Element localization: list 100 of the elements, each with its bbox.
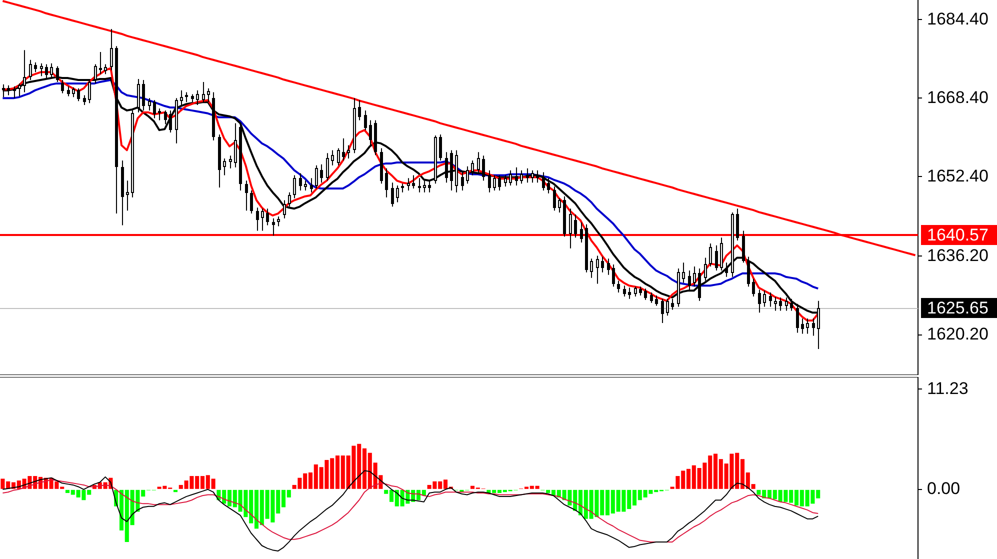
bar bbox=[173, 490, 178, 492]
y-tick-label: 1620.20 bbox=[927, 324, 988, 344]
candlestick bbox=[623, 285, 626, 297]
candlestick bbox=[628, 287, 631, 300]
candlestick bbox=[590, 258, 593, 278]
candlestick bbox=[617, 280, 620, 294]
candlestick bbox=[13, 86, 16, 99]
candlestick bbox=[688, 270, 691, 292]
candlestick bbox=[234, 122, 237, 168]
candlestick bbox=[223, 158, 226, 176]
candlestick bbox=[385, 168, 388, 198]
candlestick bbox=[293, 174, 296, 199]
candlestick bbox=[466, 166, 469, 184]
candlestick bbox=[418, 178, 421, 193]
candlestick bbox=[229, 155, 232, 169]
candlestick bbox=[574, 214, 577, 238]
candlestick bbox=[288, 192, 291, 208]
candlestick bbox=[369, 120, 372, 146]
candlestick bbox=[148, 98, 151, 111]
candlestick bbox=[661, 298, 664, 324]
candlestick bbox=[520, 170, 523, 184]
candlestick bbox=[331, 150, 334, 166]
candlestick bbox=[580, 222, 583, 243]
candlestick bbox=[326, 152, 329, 182]
candlestick bbox=[320, 164, 323, 184]
candlestick bbox=[720, 237, 723, 271]
candlestick bbox=[277, 216, 280, 227]
candlestick bbox=[245, 180, 248, 212]
candlestick bbox=[18, 82, 21, 97]
candlestick bbox=[283, 200, 286, 219]
candlestick bbox=[104, 64, 107, 75]
candlestick bbox=[747, 256, 750, 288]
candlestick bbox=[40, 62, 43, 77]
candlestick bbox=[693, 266, 696, 288]
candlestick bbox=[498, 174, 501, 191]
candlestick bbox=[164, 110, 167, 125]
candlestick bbox=[396, 185, 399, 203]
candlestick bbox=[601, 256, 604, 273]
candlestick bbox=[482, 155, 485, 182]
candlestick bbox=[774, 296, 777, 312]
candlestick bbox=[202, 81, 205, 103]
candlestick bbox=[650, 292, 653, 304]
candlestick bbox=[423, 180, 426, 193]
candlestick bbox=[153, 100, 156, 119]
candlestick bbox=[407, 178, 410, 191]
candlestick bbox=[207, 88, 210, 103]
candlestick bbox=[391, 182, 394, 208]
candlestick bbox=[536, 170, 539, 184]
ref-line-label: 1640.57 bbox=[927, 225, 988, 244]
candlestick bbox=[504, 174, 507, 188]
y-tick-label: 1668.40 bbox=[927, 88, 988, 107]
candlestick bbox=[158, 108, 161, 121]
candlestick bbox=[801, 318, 804, 334]
candlestick bbox=[304, 180, 307, 191]
candlestick bbox=[509, 170, 512, 186]
candlestick bbox=[763, 290, 766, 308]
candlestick bbox=[461, 172, 464, 191]
candlestick bbox=[72, 86, 75, 98]
candlestick bbox=[439, 134, 442, 162]
candlestick bbox=[250, 190, 253, 214]
candlestick bbox=[709, 242, 712, 268]
candlestick bbox=[299, 172, 302, 191]
candlestick bbox=[779, 296, 782, 312]
candlestick bbox=[137, 78, 140, 113]
candlestick bbox=[569, 208, 572, 249]
candlestick bbox=[34, 62, 37, 73]
candlestick bbox=[769, 292, 772, 308]
candlestick bbox=[471, 160, 474, 176]
candlestick bbox=[725, 262, 728, 278]
candlestick bbox=[553, 186, 556, 212]
candlestick bbox=[682, 262, 685, 284]
candlestick bbox=[812, 318, 815, 336]
candlestick bbox=[99, 52, 102, 75]
candlestick bbox=[7, 84, 10, 96]
y-tick-label: 11.23 bbox=[927, 378, 968, 398]
candlestick bbox=[347, 144, 350, 160]
candlestick bbox=[704, 257, 707, 282]
candlestick bbox=[758, 289, 761, 314]
candlestick bbox=[180, 90, 183, 106]
candlestick bbox=[77, 88, 80, 102]
candlestick bbox=[644, 288, 647, 300]
candlestick bbox=[806, 318, 809, 334]
candlestick bbox=[493, 174, 496, 191]
candlestick bbox=[185, 92, 188, 103]
candlestick bbox=[596, 255, 599, 284]
candlestick bbox=[364, 110, 367, 131]
candlestick bbox=[655, 294, 658, 306]
candlestick bbox=[671, 298, 674, 310]
candlestick bbox=[142, 80, 145, 111]
y-tick-label: 1684.40 bbox=[927, 9, 988, 28]
candlestick bbox=[67, 86, 70, 97]
candlestick bbox=[445, 152, 448, 184]
candlestick bbox=[266, 208, 269, 226]
candlestick bbox=[607, 258, 610, 276]
candlestick bbox=[526, 168, 529, 184]
y-tick-label: 1652.40 bbox=[927, 166, 988, 186]
candlestick bbox=[428, 180, 431, 193]
candlestick bbox=[83, 94, 86, 106]
candlestick bbox=[612, 264, 615, 288]
candlestick bbox=[196, 90, 199, 106]
